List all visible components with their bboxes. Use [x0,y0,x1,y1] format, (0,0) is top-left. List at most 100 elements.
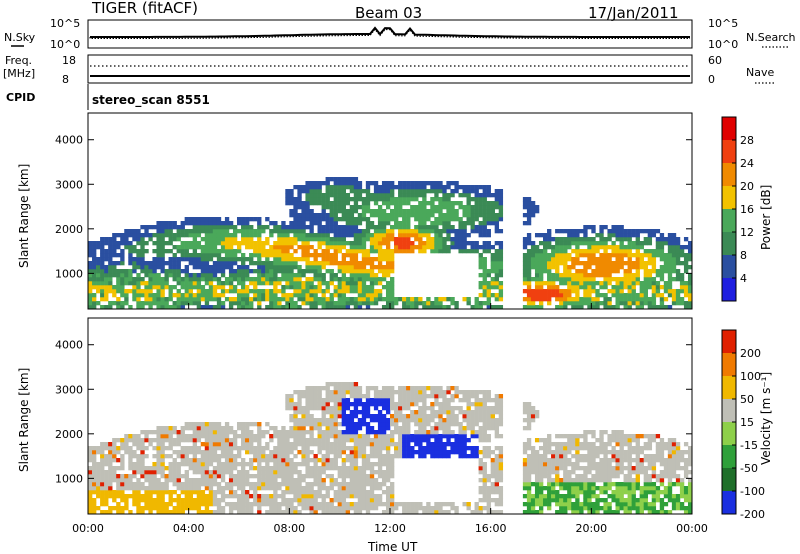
velocity-cell [220,430,226,435]
velocity-cell [498,474,504,479]
velocity-cell [543,498,548,503]
power-cell [530,289,536,294]
power-cell [196,241,202,246]
power-cell [547,281,552,286]
power-cell [474,209,479,214]
power-cell [309,285,314,290]
velocity-cell [241,438,246,443]
power-cell [591,289,596,294]
power-cell [494,273,500,278]
power-cell [595,301,600,306]
power-cell [462,185,467,190]
power-cell [245,273,250,278]
velocity-cell [377,498,383,503]
power-cell [184,269,189,274]
power-cell [277,233,282,238]
power-cell [414,185,419,190]
power-cell [643,293,649,298]
power-cell [369,209,375,214]
velocity-cell [406,386,411,391]
power-cell [228,301,234,306]
power-cell [498,241,504,246]
power-cell [422,213,427,218]
power-cell [667,245,673,250]
velocity-cell [381,390,387,395]
power-cell [337,205,342,210]
power-cell [152,249,157,254]
velocity-cell [353,430,359,435]
power-cell [406,193,411,198]
velocity-cell [281,450,286,455]
power-cell [434,205,439,210]
velocity-cell [498,470,504,475]
velocity-cell [241,470,246,475]
velocity-cell [357,418,363,423]
velocity-cell [180,486,185,491]
velocity-cell [116,490,121,495]
velocity-cell [144,494,149,499]
power-cell [530,257,536,262]
power-cell [526,261,532,266]
power-cell [442,217,447,222]
power-cell [687,253,693,258]
velocity-cell [140,510,145,515]
power-cell [208,225,214,230]
velocity-cell [241,462,246,467]
power-cell [216,221,222,226]
velocity-cell [430,506,435,511]
velocity-cell [353,386,359,391]
velocity-cell [365,390,371,395]
velocity-cell [530,510,536,515]
power-cell [418,229,423,234]
power-cell [373,185,379,190]
power-cell [249,305,254,310]
velocity-cell [337,382,342,387]
velocity-cell [394,426,399,431]
velocity-cell [273,458,278,463]
noise-sky-line [90,26,690,38]
power-cell [619,277,624,282]
velocity-cell [293,426,298,431]
power-cell [341,225,347,230]
power-cell [88,301,93,306]
power-cell [204,245,210,250]
power-cell [148,289,153,294]
power-cell [635,261,640,266]
power-cell [555,265,560,270]
power-cell [446,237,451,242]
velocity-cell [398,430,403,435]
power-cell [385,205,391,210]
power-cell [232,277,238,282]
power-cell [277,301,282,306]
noise-left-tick-bottom: 10^0 [50,38,80,51]
power-cell [627,277,632,282]
power-cell [526,269,532,274]
power-cell [297,305,302,310]
velocity-cell [132,438,137,443]
power-cell [293,185,298,190]
velocity-cell [305,470,310,475]
power-cell [265,217,270,222]
power-cell [454,217,459,222]
velocity-cell [220,426,226,431]
power-cell [353,217,359,222]
velocity-cell [438,446,443,451]
power-cell [116,285,121,290]
power-cell [353,201,359,206]
velocity-cell [176,454,181,459]
power-cell [325,281,330,286]
velocity-cell [253,490,258,495]
velocity-cell [245,506,250,511]
velocity-cell [124,446,129,451]
velocity-cell [261,474,266,479]
power-cell [498,293,504,298]
power-cell [526,233,532,238]
velocity-cell [478,430,483,435]
power-cell [309,293,314,298]
velocity-cell [462,438,467,443]
velocity-cell [301,474,306,479]
power-cell [442,237,447,242]
power-cell [313,197,318,202]
power-cell [277,241,282,246]
